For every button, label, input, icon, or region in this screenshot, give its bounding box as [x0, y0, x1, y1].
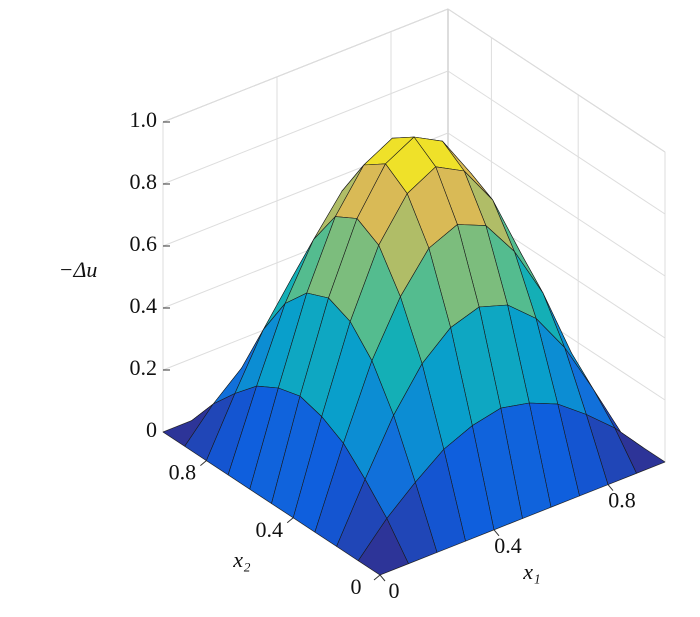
x-tick [607, 484, 614, 491]
surface-patch [357, 518, 409, 576]
x-tick [379, 574, 386, 582]
z-tick-label: 0.6 [130, 231, 158, 256]
x-axis-label: x₁ [522, 559, 540, 584]
y-tick-label: 0.8 [169, 460, 197, 485]
z-tick-label: 0.2 [130, 355, 158, 380]
z-tick-label: 0 [146, 417, 157, 442]
y-axis-label: x₂ [232, 547, 251, 572]
z-tick-label: 0.4 [130, 293, 158, 318]
y-tick [200, 460, 207, 466]
x-tick-label: 0 [389, 578, 400, 603]
x-tick [493, 529, 500, 537]
grid-line [447, 132, 666, 277]
x-tick-label: 0.8 [608, 488, 636, 513]
z-tick-label: 0.8 [130, 169, 158, 194]
x-tick-label: 0.4 [494, 533, 522, 558]
grid-line [447, 70, 666, 215]
z-tick-label: 1.0 [130, 107, 158, 132]
y-tick-label: 0.4 [255, 517, 283, 542]
y-tick [286, 517, 294, 524]
grid-line [162, 8, 449, 123]
grid-line [447, 8, 666, 153]
grid-line [162, 70, 449, 185]
y-tick [373, 574, 381, 581]
z-axis-label: −Δu [59, 257, 98, 282]
y-tick-label: 0 [351, 574, 362, 599]
